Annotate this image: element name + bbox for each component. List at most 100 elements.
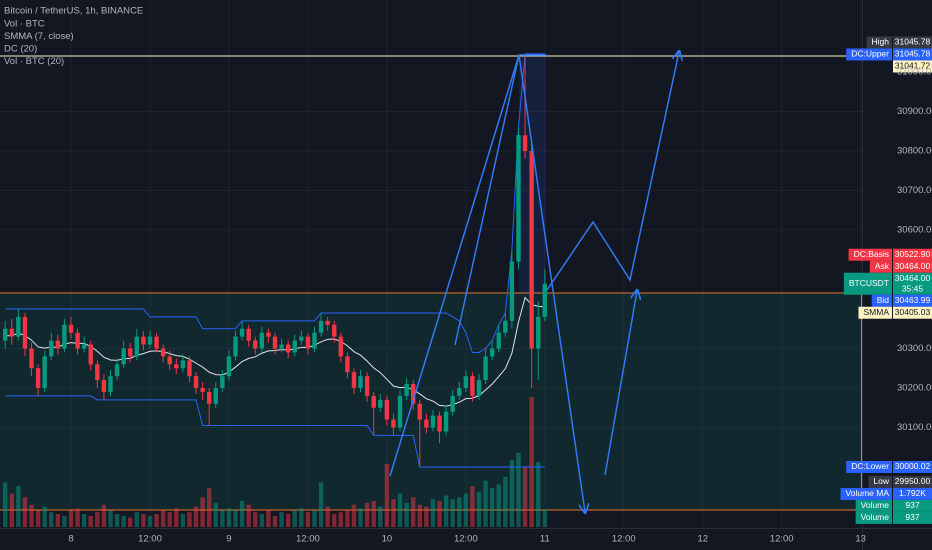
y-tick-label: 30900.00 [897,106,932,117]
tag-label: DC:Lower [851,461,889,471]
x-tick-label: 11 [540,534,550,545]
volume-bar [279,512,284,527]
volume-bar [378,506,383,527]
volume-bar [410,497,416,527]
volume-bar [180,514,186,527]
volume-bar [417,504,422,527]
candle-body [141,336,146,345]
candle-body [220,376,225,389]
volume-bar [134,512,140,527]
tag-label: DC:Upper [851,49,889,59]
candle-body [167,356,172,365]
tag-value: 30000.02 [895,461,931,471]
candle-body [187,360,192,377]
volume-bar [233,510,238,527]
legend-entry: SMMA (7, close) [4,31,74,42]
y-tick-label: 30800.00 [897,146,932,157]
volume-bar [516,452,521,527]
x-tick-label: 9 [226,534,231,545]
candle-body [42,356,47,389]
volume-bar [358,508,363,527]
x-tick-label: 12:00 [770,534,794,545]
candle-body [325,320,330,325]
candle-body [266,332,271,337]
tag-label-box [848,248,892,261]
legend: Bitcoin / TetherUS, 1h, BINANCE Vol · BT… [4,6,143,68]
tag-value-box [893,475,932,488]
tag-label-box [868,475,892,488]
tag-value-box [893,48,932,61]
volume-bar [305,512,311,527]
volume-bar [141,514,146,527]
volume-bar [424,506,429,527]
y-tick-label: 30300.00 [897,343,932,354]
y-tick-label: 30600.00 [897,225,932,236]
x-tick-label: 12 [697,534,708,545]
tag-value: 937 [905,512,919,522]
tag-label-box [846,48,892,61]
candle-body [463,376,469,389]
volume-bar [16,486,21,527]
volume-bar [114,514,120,527]
plot-area [0,55,862,511]
volume-bar [246,504,251,527]
volume-bar [193,506,199,527]
volume-bar [371,501,376,527]
volume-bar [272,515,278,527]
candle-body [81,344,87,349]
volume-bar [55,514,61,527]
candle-body [536,316,541,349]
volume-bar [483,480,488,527]
volume-bar [345,510,350,527]
volume-bar [463,493,469,527]
candle-body [29,348,34,369]
y-tick-label: 31000.00 [897,67,932,78]
candle-body [2,328,8,341]
candle-body [128,348,133,357]
volume-bar [476,491,482,527]
tag-value: 937 [905,500,919,510]
volume-bar [338,512,344,527]
candle-body [358,376,363,389]
legend-entry: DC (20) [4,44,37,55]
candle-body [410,384,416,404]
volume-bar [437,501,442,527]
candle-body [259,332,265,349]
tag-label: Low [873,476,889,486]
tag-label: BTCUSDT [849,278,889,288]
candle-body [147,336,153,345]
tag-label-box [855,511,892,524]
candle-body [457,388,462,396]
volume-bar [450,499,455,527]
candle-body [16,316,21,337]
tag-value: 31045.78 [895,37,931,47]
volume-bar [62,515,67,527]
volume-bar [325,506,330,527]
candle-body [101,380,107,392]
candle-body [516,135,521,262]
tag-value-box [893,272,932,295]
tag-label-box [846,460,892,473]
volume-bar [332,514,337,527]
candle-body [114,364,120,377]
tag-value: 30464.00 [895,261,931,271]
candle-body [193,376,199,389]
candle-body [509,261,515,321]
candle-body [206,391,212,404]
y-tick-label: 30200.00 [897,383,932,394]
tag-label: Volume [861,500,890,510]
candle-body [160,348,166,357]
volume-bar [147,515,153,527]
x-tick-label: 8 [68,534,73,545]
volume-bar [239,501,245,527]
candle-body [470,376,475,396]
tag-label-box [855,499,892,512]
volume-bar [470,486,475,527]
tag-value-box [893,306,932,319]
candle-body [279,344,284,349]
candle-body [443,411,449,432]
candle-body [35,368,41,389]
volume-bar [292,510,297,527]
volume-bar [22,497,28,527]
candle-body [121,348,126,365]
